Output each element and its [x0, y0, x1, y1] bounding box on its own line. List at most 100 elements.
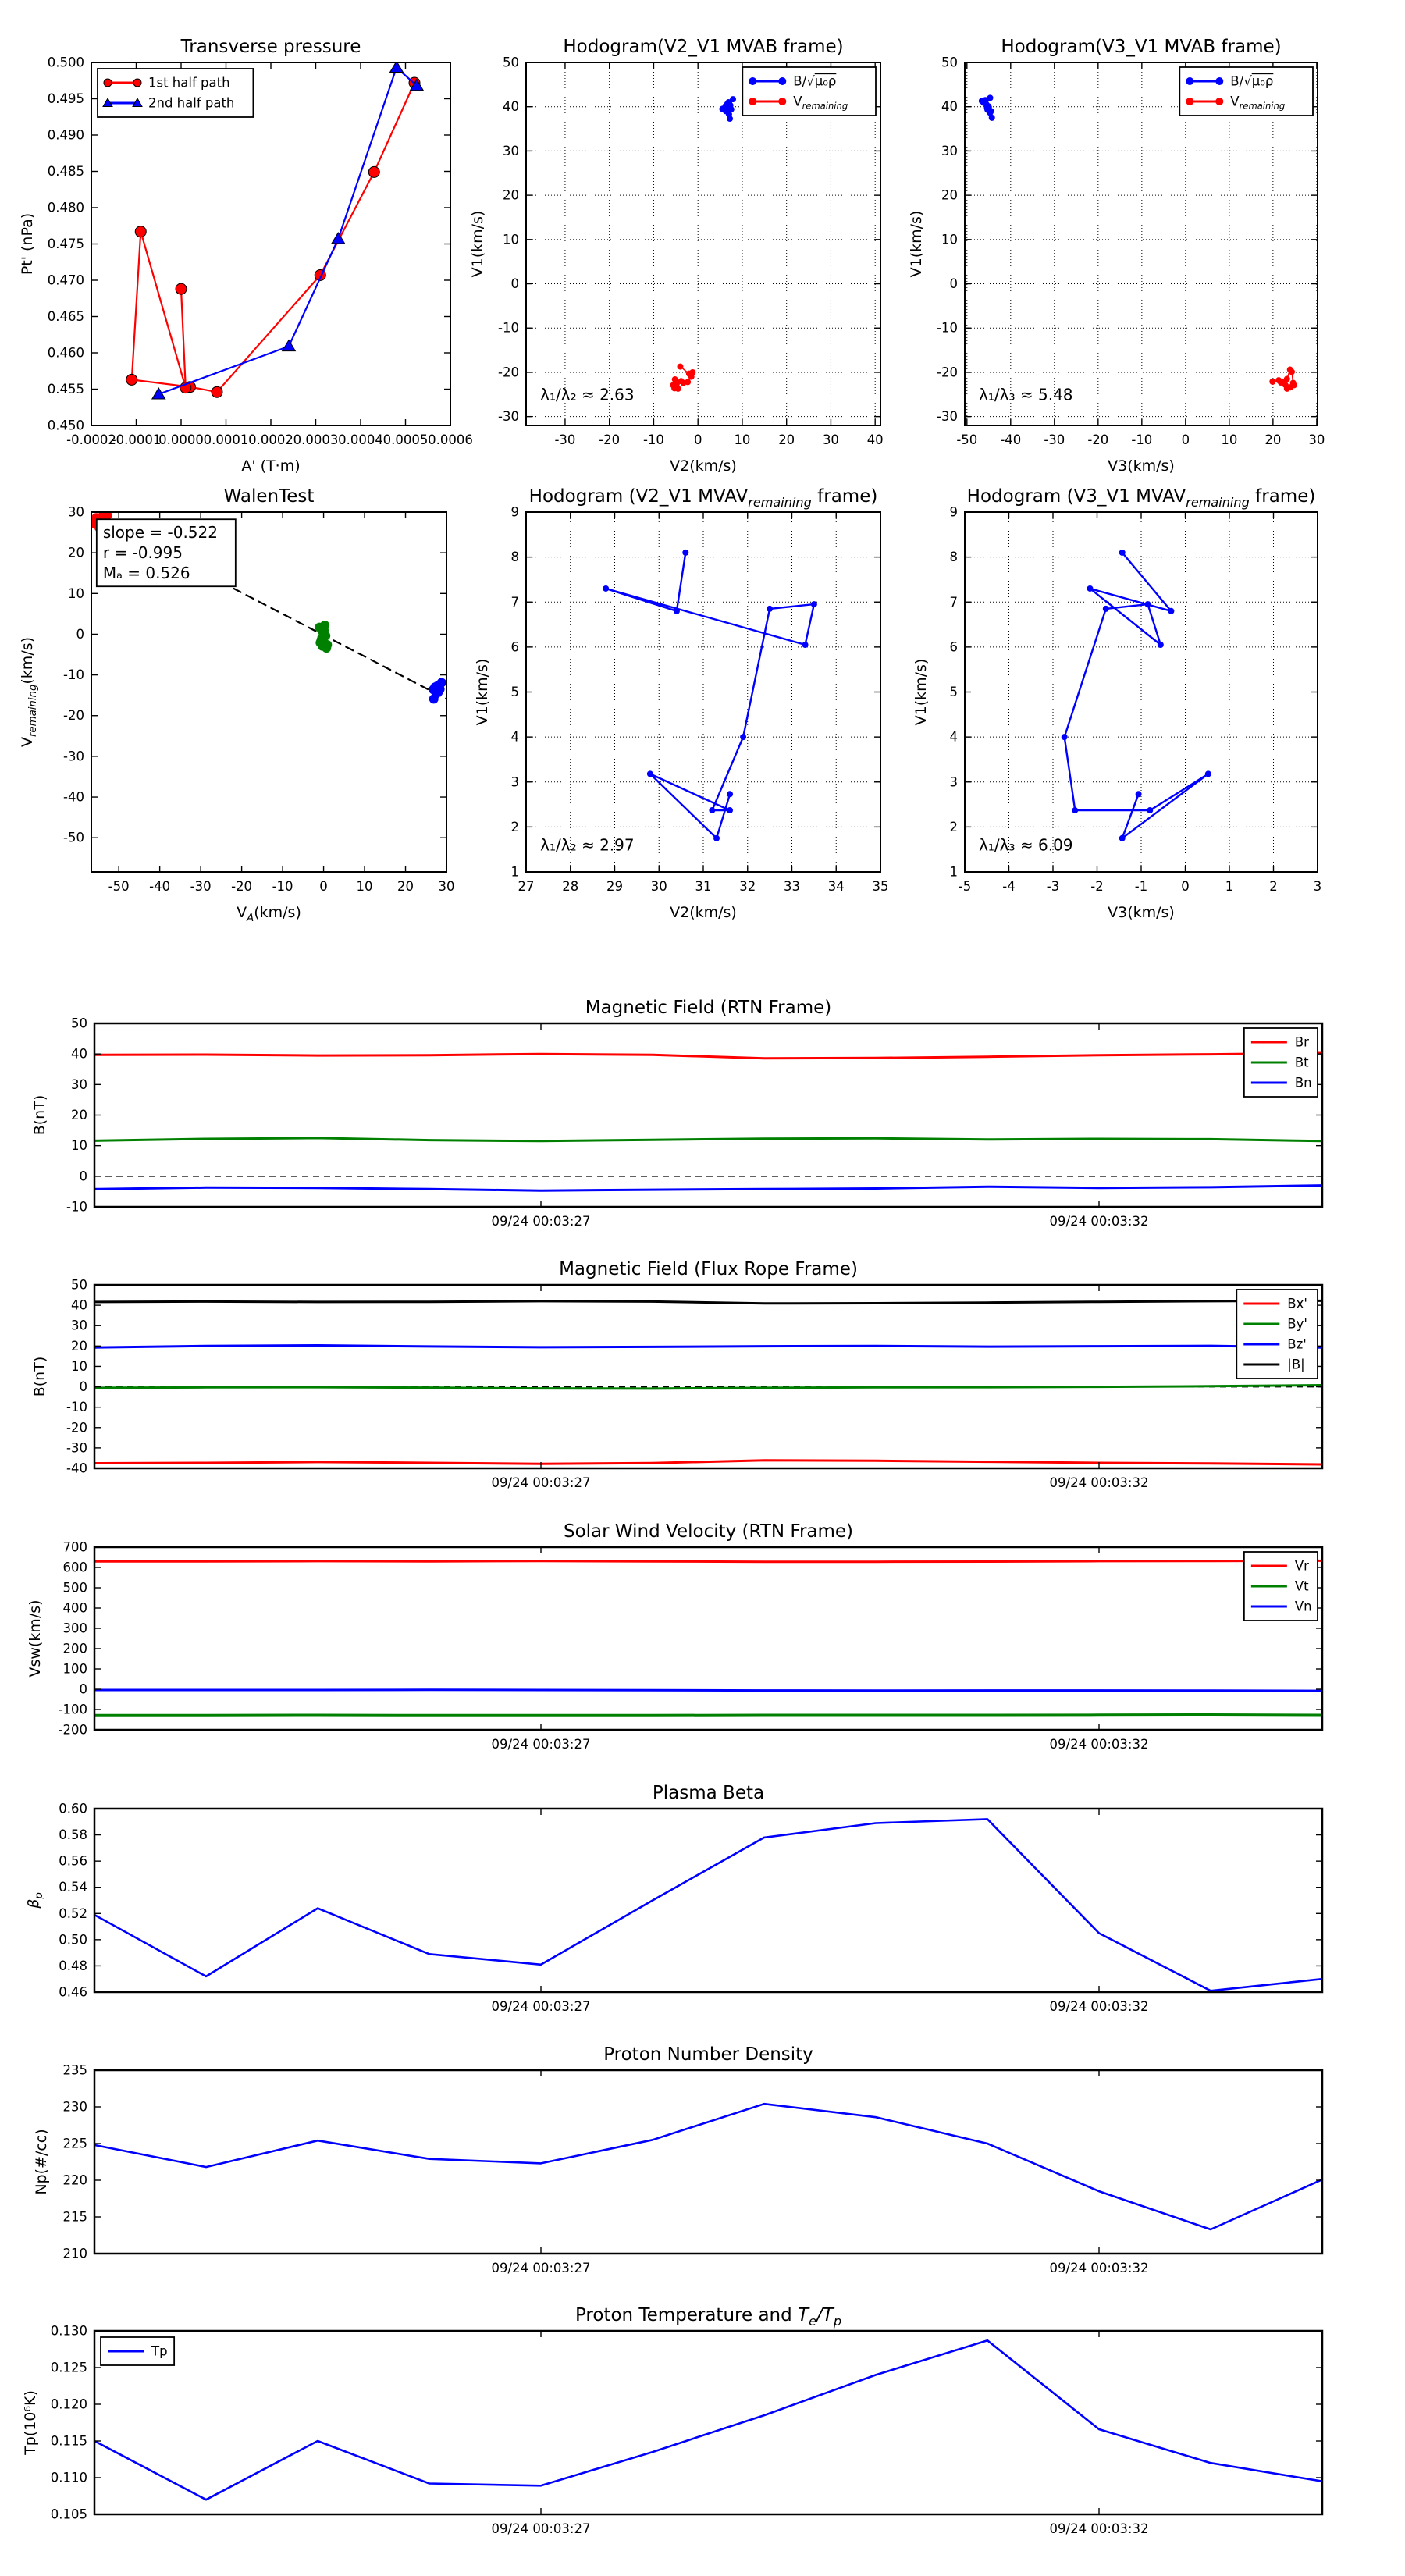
marker-dot [709, 807, 716, 814]
legend-label: B/√μ₀ρ [1230, 74, 1273, 89]
x-tick-label: 0.0001 [204, 432, 249, 447]
x-tick-label: 09/24 00:03:27 [492, 1214, 591, 1229]
axes-frame [93, 1807, 1324, 1994]
annotation-text: λ₁/λ₃ ≈ 6.09 [979, 835, 1072, 854]
x-tick-label: 34 [828, 879, 845, 894]
legend-label: Vn [1295, 1599, 1312, 1614]
y-tick-label: 0.460 [48, 346, 84, 361]
marker-dot [810, 601, 817, 608]
series-line-1st half path [130, 81, 416, 393]
series-line-Vr [94, 1559, 1323, 1564]
legend-marker [778, 77, 787, 85]
x-tick-label: 30 [1308, 432, 1325, 447]
y-tick-label: 5 [950, 685, 959, 699]
y-tick-label: -20 [63, 708, 84, 723]
y-tick-label: 0.455 [48, 382, 84, 397]
y-axis-label: V1(km/s) [908, 211, 925, 278]
y-axis-label: Np(#/cc) [33, 2129, 50, 2194]
x-tick-label: 09/24 00:03:27 [492, 2521, 591, 2536]
y-tick-label: 20 [71, 1339, 87, 1354]
y-tick-label: 600 [63, 1560, 88, 1575]
y-tick-label: 0.495 [48, 91, 84, 106]
legend-box [97, 68, 254, 118]
series-group [94, 1051, 1323, 1192]
series-line-V path [605, 551, 816, 839]
x-tick-label: 0.0000 [158, 432, 204, 447]
marker-dot [646, 770, 653, 777]
y-tick-label: 0.50 [59, 1932, 87, 1947]
y-axis-label: Vsw(km/s) [27, 1599, 44, 1677]
x-tick-label: 27 [518, 879, 535, 894]
legend-label: Bt [1295, 1055, 1309, 1070]
x-tick-label: 09/24 00:03:32 [1050, 1214, 1149, 1229]
x-tick-label: -50 [956, 432, 977, 447]
y-axis-label: βp [25, 1892, 45, 1909]
legend: Bx' By' Bz' |B| [1236, 1289, 1318, 1379]
series-line-Bt [94, 1137, 1323, 1143]
y-tick-label: -10 [498, 321, 519, 336]
axes-frame [964, 62, 1318, 426]
y-tick-label: 10 [941, 232, 958, 247]
x-tick-label: 0.0003 [293, 432, 339, 447]
x-tick-label: -0.0002 [66, 432, 116, 447]
y-tick-label: 5 [511, 685, 520, 699]
legend: Vr Vt Vn [1243, 1551, 1318, 1621]
x-tick-label: 0.0006 [428, 432, 473, 447]
x-tick-label: 32 [739, 879, 756, 894]
y-tick-label: 6 [511, 639, 520, 654]
x-tick-label: 09/24 00:03:32 [1050, 1999, 1149, 2014]
axes-frame [91, 511, 447, 873]
y-tick-label: 210 [63, 2247, 88, 2261]
marker-circle [211, 386, 223, 398]
y-tick-label: 20 [941, 188, 958, 203]
marker-dot [603, 585, 610, 592]
y-tick-label: 7 [511, 595, 520, 610]
y-tick-label: -30 [937, 409, 958, 424]
marker-triangle [281, 339, 297, 352]
annotation-box [95, 518, 237, 588]
y-tick-label: -30 [498, 409, 519, 424]
y-tick-label: 6 [950, 639, 959, 654]
marker-dot [1144, 601, 1151, 608]
y-tick-label: -20 [937, 365, 958, 379]
y-tick-label: -20 [498, 365, 519, 379]
chart-solar-wind-velocity: 09/24 00:03:27 09/24 00:03:32 -200 -100 0 100… [27, 1521, 1324, 1752]
legend-label: Br [1295, 1035, 1309, 1050]
y-tick-label: 20 [68, 546, 84, 560]
x-tick-label: 33 [784, 879, 800, 894]
legend-box [1179, 66, 1314, 116]
y-tick-label: 225 [63, 2137, 88, 2151]
legend-marker [133, 78, 142, 87]
x-tick-label: -0.0001 [112, 432, 162, 447]
marker-dot [678, 378, 685, 385]
chart-title: WalenTest [224, 486, 315, 507]
legend: Br Bt Bn [1243, 1027, 1318, 1098]
y-tick-label: 30 [71, 1077, 87, 1092]
y-tick-label: 9 [511, 505, 520, 520]
x-tick-label: 10 [734, 432, 750, 447]
legend-marker [749, 98, 757, 105]
y-tick-label: 0.120 [51, 2397, 87, 2412]
series-group [670, 96, 737, 392]
x-tick-label: 09/24 00:03:32 [1050, 1737, 1149, 1752]
x-tick-label: 09/24 00:03:27 [492, 2261, 591, 2275]
axes-frame [93, 2329, 1324, 2516]
y-tick-label: 7 [950, 595, 959, 610]
marker-dot [319, 639, 329, 649]
marker-dot [1288, 368, 1295, 375]
chart-title: Solar Wind Velocity (RTN Frame) [564, 1521, 853, 1542]
legend-label: Vremaining [1230, 94, 1285, 112]
marker-dot [429, 694, 439, 704]
marker-dot [713, 834, 720, 841]
y-tick-label: 8 [950, 550, 959, 564]
series-line-Bz' [94, 1344, 1323, 1349]
x-tick-label: 30 [439, 879, 455, 894]
y-tick-label: -50 [63, 831, 84, 845]
y-tick-label: 0.54 [59, 1880, 87, 1895]
y-tick-label: -20 [66, 1420, 87, 1435]
marker-triangle [409, 78, 425, 91]
y-tick-label: 400 [63, 1601, 88, 1616]
chart-hodogram-v2v1-mvab: -30 -20 -10 0 10 20 30 40 -30 -20 -10 0 10 20 30 40 50 Ho… [469, 37, 884, 475]
x-tick-label: 09/24 00:03:32 [1050, 2521, 1149, 2536]
marker-circle [368, 165, 380, 178]
